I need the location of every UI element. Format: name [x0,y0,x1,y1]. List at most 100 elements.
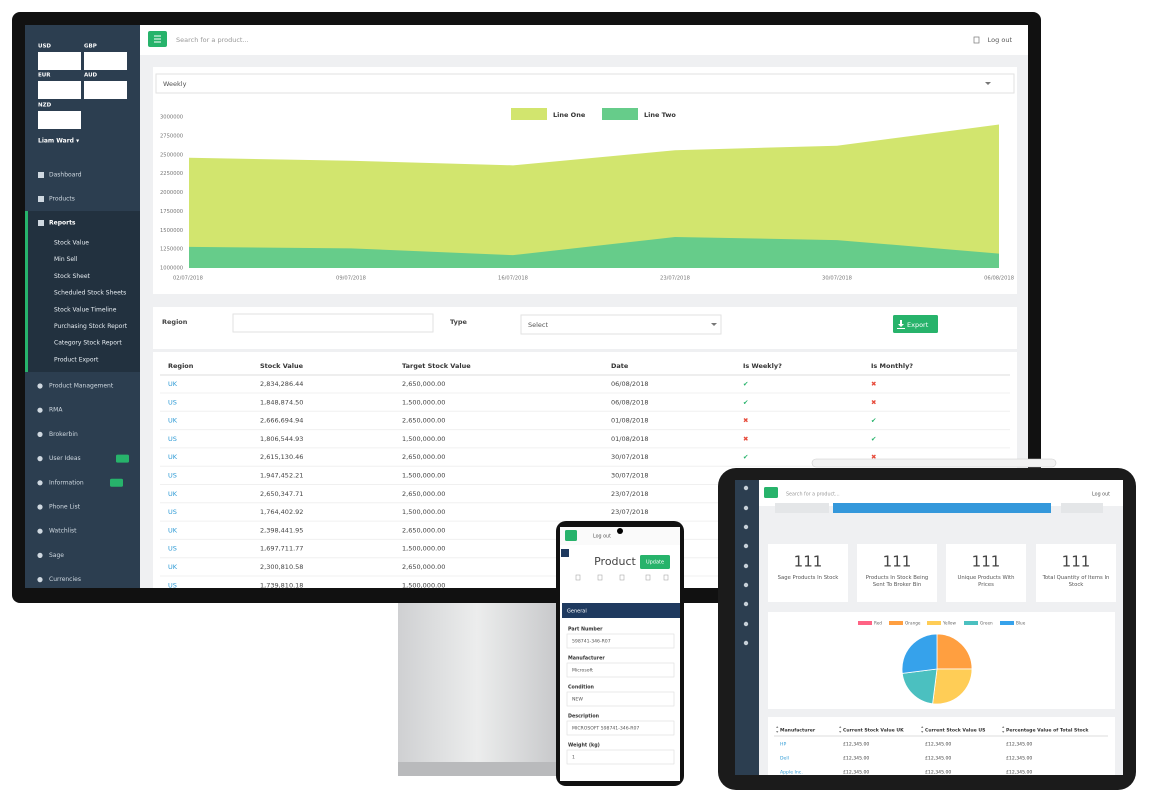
stat-value: 111 [794,553,823,571]
region-link[interactable]: UK [168,490,178,498]
manufacturer-link[interactable]: Apple Inc. [780,770,803,776]
region-link[interactable]: UK [168,453,178,461]
update-button[interactable] [640,555,670,569]
type-select-value: Select [528,321,549,329]
region-link[interactable]: US [168,581,177,589]
reports-active-bg [25,211,140,372]
submenu-item[interactable]: Stock Value Timeline [54,306,117,313]
field-label: Condition [568,685,595,691]
submenu-item[interactable]: Purchasing Stock Report [54,323,128,330]
tablet-top-bar [759,480,1123,506]
field-label: Description [568,714,600,720]
menu-toggle[interactable] [565,530,577,541]
menu-item[interactable]: Brokerbin [49,431,78,438]
stat-label-box: Products In Stock Being Sent To Broker B… [866,575,929,588]
logout-link[interactable]: Log out [593,534,611,540]
submenu-item[interactable]: Category Stock Report [54,340,122,347]
y-tick-label: 2000000 [160,190,183,196]
currency-input[interactable] [38,111,81,129]
submenu-item[interactable]: Scheduled Stock Sheets [54,290,126,297]
field-input[interactable] [566,720,675,736]
table-cell: 1,947,452.21 [260,472,303,480]
filter-label: Region [162,318,188,326]
table-cell: ✖ [871,380,876,388]
legend-label: Red [874,621,882,626]
menu-icon [37,552,43,559]
table-cell: 1,500,000.00 [402,545,445,553]
menu-icon [38,196,44,202]
export-icon [897,320,905,329]
submenu-item[interactable]: Stock Value [54,240,89,247]
logout-link[interactable]: Log out [1092,492,1110,498]
region-link[interactable]: US [168,435,177,443]
region-link[interactable]: UK [168,380,178,388]
menu-item[interactable]: Products [49,196,75,203]
region-link[interactable]: US [168,508,177,516]
region-link[interactable]: UK [168,563,178,571]
table-cell: ✔ [871,435,876,443]
menu-item[interactable]: Product Management [49,383,114,390]
tablet-screen: Search for a product... Log out 111 Sage Pr… [735,480,1123,776]
search-input[interactable]: Search for a product... [786,492,840,498]
legend-label: Blue [1016,621,1026,626]
table-cell: ✔ [871,417,876,425]
legend-swatch [602,108,638,120]
table-header: Current Stock Value US [925,728,985,734]
submenu-item[interactable]: Product Export [54,356,99,363]
submenu-item[interactable]: Stock Sheet [54,273,91,280]
menu-item[interactable]: Dashboard [49,172,82,179]
field-input[interactable] [566,662,675,678]
field-input[interactable] [566,691,675,707]
x-tick-label: 06/08/2018 [984,276,1014,282]
menu-item[interactable]: Sage [49,552,64,559]
menu-item[interactable]: RMA [49,407,63,414]
table-cell: 2,650,000.00 [402,417,445,425]
table-cell: ✖ [871,398,876,406]
region-link[interactable]: US [168,545,177,553]
table-cell: £12,345.00 [925,770,951,776]
menu-toggle[interactable] [764,487,778,498]
menu-item[interactable]: Phone List [49,504,81,511]
phone-screen: Log out Product Update General Part Number 59… [560,527,680,781]
section-title: General [567,609,587,615]
region-link[interactable]: US [168,472,177,480]
menu-item[interactable]: Information [49,479,84,486]
period-select[interactable] [155,73,1015,94]
stat-card [946,544,1026,602]
table-header: Manufacturer [780,728,816,734]
table-cell: £12,345.00 [925,742,951,748]
stat-card [857,544,937,602]
logout-icon [973,36,980,44]
sort-icon [776,726,779,733]
currency-input[interactable] [84,81,127,99]
legend-swatch [964,621,978,625]
currency-input[interactable] [84,52,127,70]
table-cell: 1,500,000.00 [402,435,445,443]
phone-camera [617,528,623,534]
currency-input[interactable] [38,52,81,70]
stat-label: Total Quantity of Items In Stock [1042,575,1110,588]
summary-box [1061,503,1103,513]
manufacturer-link[interactable]: HP [780,742,786,748]
region-link[interactable]: UK [168,417,178,425]
sort-icon [921,726,924,733]
field-input[interactable] [566,633,675,649]
back-button[interactable] [561,549,569,557]
manufacturer-link[interactable]: Dell [780,756,789,762]
logout-link[interactable]: Log out [988,36,1013,44]
menu-item[interactable]: Currencies [49,576,81,583]
currency-input[interactable] [38,81,81,99]
export-label: Export [907,321,929,329]
sort-icon [839,726,842,733]
search-input[interactable]: Search for a product... [176,36,249,44]
region-link[interactable]: US [168,398,177,406]
type-select[interactable] [520,314,722,335]
field-input[interactable] [566,749,675,765]
submenu-item[interactable]: Min Sell [54,256,78,263]
region-link[interactable]: UK [168,526,178,534]
menu-item[interactable]: User Ideas [49,455,81,462]
region-input[interactable] [232,313,434,333]
x-tick-label: 23/07/2018 [660,276,690,282]
menu-item[interactable]: Reports [49,220,76,227]
menu-item[interactable]: Watchlist [49,528,77,535]
